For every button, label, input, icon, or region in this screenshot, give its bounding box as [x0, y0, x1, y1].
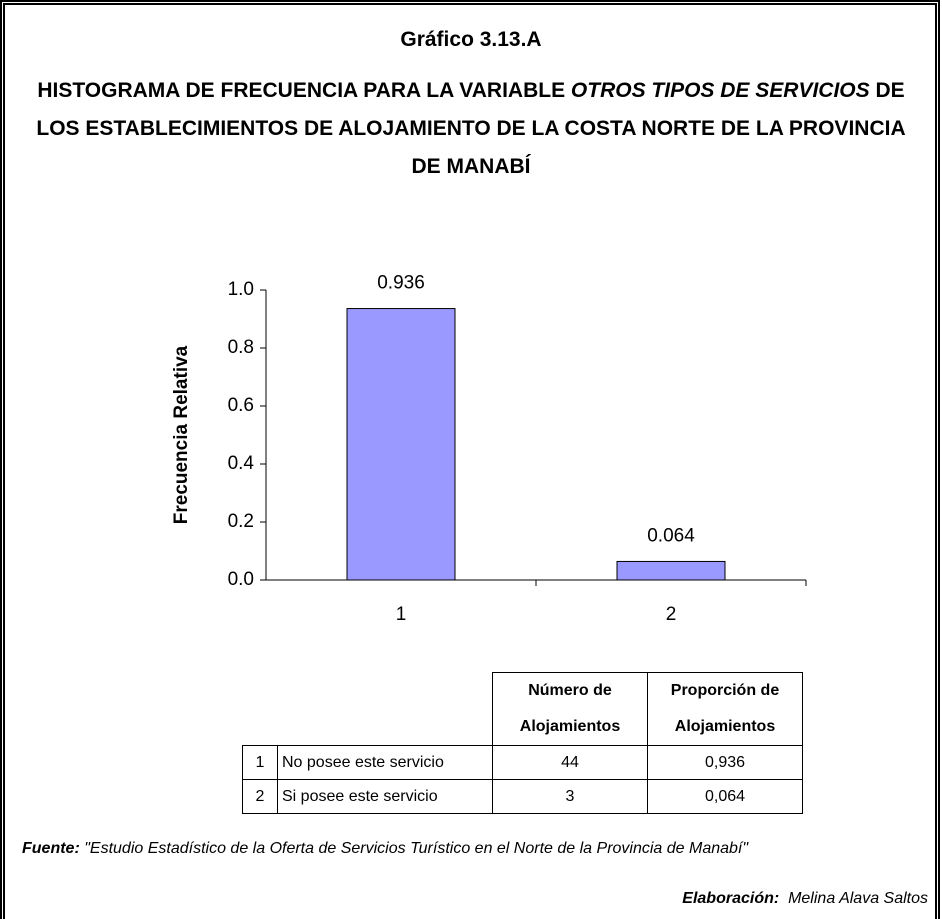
cell: No posee este servicio: [277, 745, 493, 780]
source: Fuente: "Estudio Estadístico de la Ofert…: [22, 838, 927, 860]
credit-label: Elaboración:: [682, 890, 780, 907]
value-label: 0.936: [377, 273, 425, 294]
title-variable: OTROS TIPOS DE SERVICIOS: [570, 79, 870, 102]
y-tick-label: 0.4: [228, 453, 255, 474]
y-tick-label: 0.8: [228, 337, 254, 358]
x-tick-label: 2: [666, 604, 677, 625]
x-tick-label: 1: [396, 604, 407, 625]
credit: Elaboración: Melina Alava Saltos: [682, 890, 928, 908]
cell: 44: [492, 745, 648, 780]
header-cell: Proporción de Alojamientos: [647, 672, 803, 746]
y-axis-label: Frecuencia Relativa: [171, 345, 192, 524]
bar: [346, 308, 456, 581]
title-prefix: HISTOGRAMA DE FRECUENCIA PARA LA VARIABL…: [37, 79, 571, 102]
y-tick-label: 0.0: [228, 569, 254, 590]
y-tick-label: 0.2: [228, 511, 254, 532]
credit-text: Melina Alava Saltos: [779, 890, 928, 907]
cell: 0,064: [647, 779, 803, 814]
source-label: Fuente:: [22, 840, 80, 857]
title: HISTOGRAMA DE FRECUENCIA PARA LA VARIABL…: [20, 72, 922, 186]
header-cell: Número de Alojamientos: [492, 672, 648, 746]
cell: 2: [242, 779, 278, 814]
title-suffix: DE LOS ESTABLECIMIENTOS DE ALOJAMIENTO D…: [36, 79, 906, 178]
source-text: "Estudio Estadístico de la Oferta de Ser…: [79, 840, 749, 857]
chart: 0.0 0.2 0.4 0.6 0.8 1.0 Frecuencia Relativa 1 0.…: [171, 273, 807, 625]
cell: Si posee este servicio: [277, 779, 493, 814]
figure-number: Gráfico 3.13.A: [400, 28, 542, 51]
data-table: Número de Alojamientos Proporción de Aloj…: [242, 672, 803, 814]
cell: 0,936: [647, 745, 803, 780]
value-label: 0.064: [647, 525, 695, 546]
cell: 3: [492, 779, 648, 814]
cell: 1: [242, 745, 278, 780]
y-tick-label: 1.0: [228, 279, 254, 300]
bar: [616, 560, 726, 581]
y-tick-label: 0.6: [228, 395, 254, 416]
